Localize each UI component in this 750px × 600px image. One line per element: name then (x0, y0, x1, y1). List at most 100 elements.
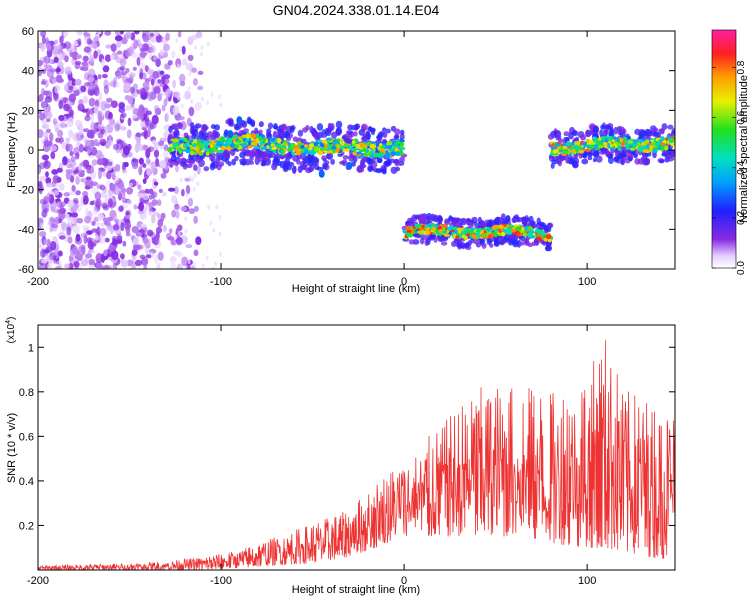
spectrogram-noise-cell (138, 106, 144, 114)
spectrogram-noise-cell (165, 88, 171, 98)
spectrogram-noise-cell (84, 82, 91, 87)
spectrogram-noise-cell (41, 68, 47, 74)
spectrogram-signal-cell (400, 129, 405, 136)
spectrogram-noise-cell (84, 180, 91, 188)
spectrogram-signal-cell (660, 146, 665, 152)
spectrogram-signal-cell (378, 151, 384, 156)
spectrogram-signal-cell (367, 158, 373, 165)
snr-y-axis-label: SNR (10 * v/v) (6, 413, 18, 483)
spectrogram-noise-cell (43, 55, 51, 64)
spectrogram-signal-cell (486, 238, 492, 245)
spectrogram-signal-cell (309, 151, 315, 156)
colorbar-label: Normalized spectral amplitude (738, 75, 750, 223)
spectrogram-noise-cell (87, 240, 95, 250)
spectrogram-noise-cell (171, 50, 176, 59)
spectrogram-signal-cell (607, 143, 611, 149)
spectrogram-noise-cell (133, 244, 142, 251)
spectrogram-signal-cell (667, 124, 674, 130)
spectrogram-noise-cell (161, 212, 166, 219)
spectrogram-signal-cell (607, 136, 614, 139)
spectrogram-signal-cell (463, 235, 468, 241)
spectrogram-noise-cell (167, 60, 173, 66)
spectrogram-signal-cell (215, 152, 223, 158)
spectrogram-noise-cell (67, 78, 73, 86)
spectrogram-noise-cell (212, 266, 216, 269)
spectrogram-signal-cell (569, 157, 576, 165)
spectrogram-noise-cell (138, 144, 144, 152)
spectrogram-noise-cell (205, 255, 209, 261)
spectrogram-signal-cell (178, 149, 183, 154)
spectrogram-signal-cell (375, 141, 381, 147)
spectrogram-noise-cell (40, 31, 47, 38)
spectrogram-signal-cell (178, 122, 184, 129)
spectrogram-noise-cell (142, 178, 147, 185)
spectrogram-noise-cell (120, 31, 124, 35)
spectrogram-signal-cell (307, 157, 313, 163)
spectrogram-noise-cell (57, 44, 62, 49)
spectrogram-signal-cell (300, 145, 305, 149)
spectrogram-signal-cell (426, 227, 431, 231)
spectrogram-signal-cell (563, 131, 570, 137)
spectrogram-noise-cell (132, 237, 140, 246)
spectrogram-noise-cell (123, 82, 131, 92)
spectrogram-signal-cell (316, 123, 324, 131)
spectrogram-signal-cell (547, 238, 552, 243)
spectrogram-signal-cell (318, 150, 324, 156)
spectrogram-noise-cell (195, 31, 203, 39)
spectrogram-noise-cell (41, 258, 48, 264)
spectrogram-noise-cell (142, 34, 150, 43)
spectrogram-signal-cell (241, 142, 247, 148)
spectrogram-noise-cell (174, 199, 178, 204)
spectrogram-noise-cell (96, 226, 101, 235)
spectrogram-noise-cell (75, 176, 80, 185)
spectrogram-signal-cell (352, 143, 356, 147)
spectrogram-noise-cell (181, 256, 189, 267)
spectrogram-noise-cell (183, 93, 187, 99)
spectrogram-signal-cell (613, 126, 619, 135)
spectrogram-signal-cell (182, 143, 189, 148)
spectrogram-noise-cell (82, 62, 89, 71)
spectrogram-noise-cell (146, 229, 154, 237)
spectrogram-signal-cell (621, 150, 626, 158)
spectrogram-signal-cell (360, 123, 368, 131)
spectrogram-noise-cell (118, 107, 126, 113)
spectrogram-noise-cell (129, 182, 133, 187)
spectrogram-noise-cell (102, 171, 107, 177)
spectrogram-signal-cell (522, 232, 528, 237)
spectrogram-noise-cell (63, 192, 71, 197)
spectrogram-x-axis-label: Height of straight line (km) (292, 283, 420, 295)
spectrogram-signal-cell (363, 147, 367, 153)
spectrogram-noise-cell (134, 143, 140, 153)
spectrogram-noise-cell (163, 98, 168, 107)
spectrogram-signal-cell (506, 227, 511, 233)
spectrogram-noise-cell (62, 156, 68, 166)
spectrogram-noise-cell (165, 112, 170, 123)
spectrogram-signal-cell (390, 151, 397, 157)
spectrogram-noise-cell (121, 197, 127, 204)
spectrogram-signal-cell (554, 143, 560, 147)
spectrogram-noise-cell (104, 237, 110, 243)
spectrogram-signal-cell (193, 139, 197, 144)
spectrogram-noise-cell (101, 222, 105, 227)
spectrogram-signal-cell (649, 145, 653, 150)
spectrogram-noise-cell (140, 223, 147, 228)
spectrogram-noise-cell (136, 56, 141, 66)
spectrogram-marks (38, 31, 675, 269)
spectrogram-noise-cell (125, 211, 130, 216)
spectrogram-noise-cell (214, 260, 218, 266)
spectrogram-noise-cell (179, 263, 183, 269)
spectrogram-noise-cell (188, 175, 192, 181)
spectrogram-noise-cell (88, 68, 96, 78)
spectrogram-signal-cell (321, 139, 328, 144)
spectrogram-noise-cell (121, 187, 127, 193)
spectrogram-signal-cell (289, 126, 295, 133)
spectrogram-signal-cell (185, 163, 193, 168)
spectrogram-signal-cell (431, 226, 436, 232)
spectrogram-signal-cell (247, 150, 252, 156)
spectrogram-signal-cell (456, 227, 462, 231)
spectrogram-noise-cell (174, 203, 180, 211)
spectrogram-noise-cell (121, 37, 128, 45)
spectrogram-signal-cell (316, 166, 324, 171)
spectrogram-noise-cell (103, 249, 108, 257)
spectrogram-signal-cell (393, 158, 399, 164)
